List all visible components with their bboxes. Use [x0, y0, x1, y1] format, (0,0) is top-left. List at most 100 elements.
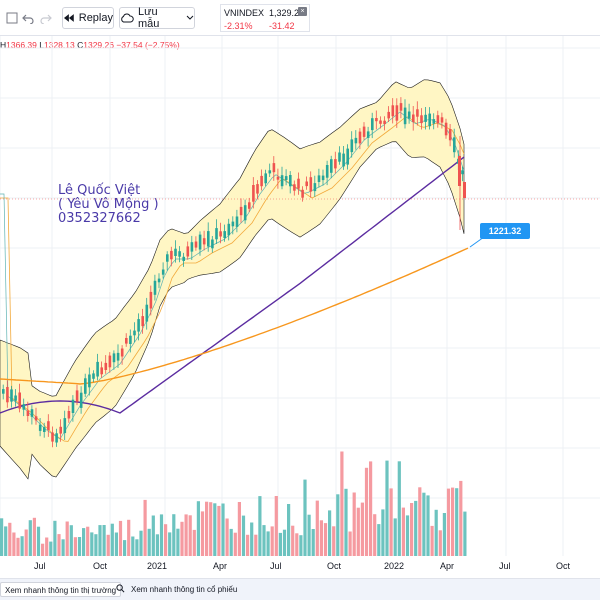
volume-bar-59: [241, 515, 246, 556]
ticker-change: -31.42: [269, 21, 295, 31]
volume-bar-30: [123, 540, 127, 556]
candle-body-10: [43, 427, 46, 432]
volume-bar-107: [438, 530, 442, 556]
volume-bar-13: [53, 520, 57, 556]
tab-stock-overview[interactable]: Xem nhanh thông tin cổ phiếu: [116, 582, 306, 597]
volume-bar-49: [200, 511, 205, 556]
candle-body-97: [399, 103, 403, 111]
candle-body-26: [108, 355, 112, 368]
candlesticks: [2, 97, 466, 448]
candle-body-95: [391, 105, 395, 117]
volume-bar-58: [237, 502, 241, 556]
candle-body-61: [252, 185, 255, 202]
chart-grid: [0, 36, 600, 556]
volume-bar-62: [254, 534, 258, 556]
volume-bar-66: [270, 526, 274, 556]
volume-bar-35: [143, 499, 147, 556]
volume-bar-68: [278, 532, 282, 556]
volume-bar-40: [164, 524, 168, 556]
candle-body-29: [120, 348, 124, 357]
candle-body-35: [145, 304, 149, 322]
candle-body-36: [149, 291, 153, 309]
candle-body-5: [22, 404, 26, 410]
candle-body-102: [420, 115, 423, 124]
candle-body-51: [211, 239, 214, 249]
watermark-line-1: Lê Quốc Việt: [58, 183, 141, 198]
volume-bar-74: [303, 479, 307, 556]
volume-bar-39: [159, 514, 164, 556]
volume-bar-87: [356, 507, 360, 556]
volume-bar-2: [8, 522, 12, 556]
redo-icon[interactable]: [36, 8, 56, 28]
ohlc-c-value: 1329.26: [83, 40, 114, 50]
volume-bar-24: [98, 525, 102, 556]
candle-body-58: [239, 206, 243, 216]
candle-body-91: [375, 118, 378, 122]
save-layout-button[interactable]: Lưu mẫu: [119, 6, 195, 30]
volume-bar-55: [225, 518, 229, 556]
close-icon[interactable]: ×: [298, 7, 307, 16]
layout-icon[interactable]: [2, 8, 22, 28]
volume-bar-14: [57, 534, 61, 556]
volume-bar-11: [45, 537, 49, 556]
candle-body-106: [436, 115, 440, 124]
candle-body-77: [317, 175, 321, 182]
watermark-line-3: 0352327662: [58, 211, 141, 226]
candle-body-108: [444, 122, 448, 136]
candle-body-69: [284, 176, 288, 180]
volume-bar-50: [205, 501, 209, 556]
volume-bar-75: [307, 514, 311, 556]
bottom-bar: Xem nhanh thông tin thị trường Xem nhanh…: [0, 578, 600, 600]
volume-bar-3: [12, 532, 16, 556]
volume-bar-28: [114, 532, 118, 556]
price-tag-label: 1221.32: [480, 223, 530, 239]
ohlc-change: −37.54 (−2.75%): [116, 40, 180, 50]
candle-body-24: [100, 367, 103, 375]
volume-bar-60: [246, 534, 250, 556]
volume-bar-95: [389, 488, 393, 556]
candle-body-71: [293, 184, 296, 191]
candle-body-33: [137, 319, 140, 332]
candle-body-47: [194, 241, 198, 248]
candle-body-79: [325, 165, 329, 178]
candle-body-41: [170, 250, 173, 260]
candle-body-4: [18, 392, 21, 409]
x-label-jul-2021: Jul: [270, 561, 282, 571]
volume-bar-52: [213, 503, 217, 556]
volume-bar-1: [4, 526, 8, 556]
candle-body-103: [424, 114, 427, 122]
volume-bar-23: [94, 534, 98, 556]
undo-icon[interactable]: [18, 8, 38, 28]
volume-bar-85: [348, 531, 352, 556]
candle-body-89: [366, 131, 370, 138]
candle-body-9: [38, 424, 42, 431]
candle-body-101: [416, 109, 419, 117]
watermark-line-2: ( Yêu Vô Mộng ): [58, 197, 159, 212]
candle-body-76: [313, 183, 317, 192]
volume-bar-4: [16, 537, 20, 556]
candle-body-12: [51, 432, 54, 442]
tab-market-overview[interactable]: Xem nhanh thông tin thị trường: [0, 582, 122, 597]
candle-body-19: [79, 392, 83, 408]
volume-bar-100: [410, 503, 414, 556]
cloud-icon: [121, 13, 134, 23]
candle-body-81: [334, 159, 337, 169]
price-chart[interactable]: [0, 36, 600, 578]
replay-button[interactable]: Replay: [62, 7, 114, 29]
candle-body-94: [387, 111, 390, 119]
volume-bar-104: [426, 495, 430, 556]
volume-bar-29: [118, 520, 123, 556]
volume-bar-15: [61, 539, 65, 556]
candle-body-18: [75, 390, 79, 402]
ticker-widget[interactable]: VNINDEX 1,329.26 -2.31% -31.42 ×: [220, 4, 310, 32]
volume-bar-53: [217, 505, 221, 556]
candle-body-20: [84, 378, 87, 394]
candle-body-22: [92, 373, 95, 379]
replay-icon: [63, 14, 74, 22]
candle-body-80: [330, 159, 333, 173]
x-label-apr-2022: Apr: [440, 561, 455, 571]
volume-bar-22: [90, 532, 94, 556]
volume-bar-44: [180, 521, 184, 556]
ohlc-h-label: H: [0, 40, 7, 50]
